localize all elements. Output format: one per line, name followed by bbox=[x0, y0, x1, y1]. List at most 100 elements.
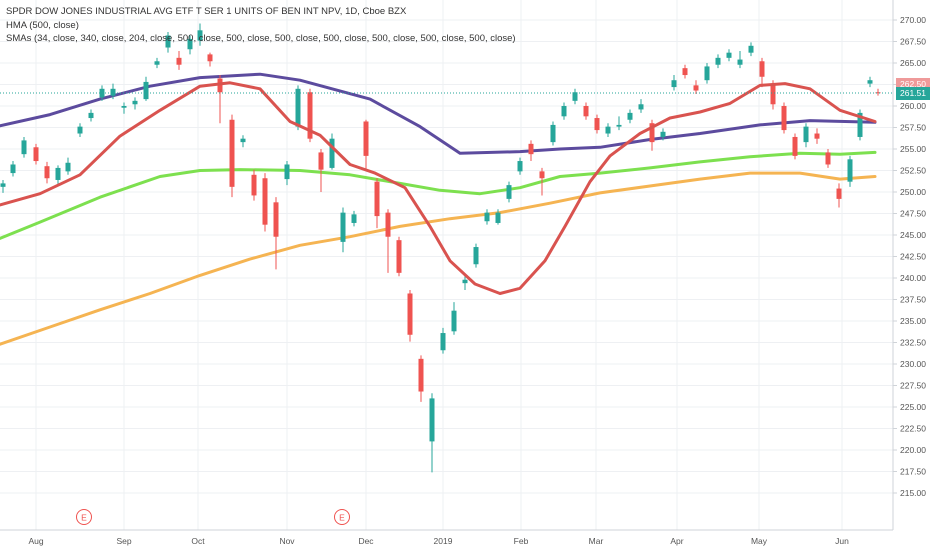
y-tick-label: 235.00 bbox=[900, 316, 926, 326]
y-tick-label: 257.50 bbox=[900, 123, 926, 133]
event-marker-label: E bbox=[339, 513, 345, 523]
candle-down bbox=[176, 57, 182, 65]
y-tick-label: 222.50 bbox=[900, 424, 926, 434]
hma-legend: HMA (500, close) bbox=[6, 19, 79, 31]
candle-down bbox=[770, 83, 776, 105]
candle-down bbox=[33, 147, 39, 162]
candle-up bbox=[440, 333, 446, 351]
y-tick-label: 227.50 bbox=[900, 381, 926, 391]
sma-legend: SMAs (34, close, 340, close, 204, close,… bbox=[6, 33, 516, 44]
x-tick-label: Dec bbox=[358, 536, 374, 546]
candle-down bbox=[649, 123, 655, 143]
x-tick-label: Aug bbox=[28, 536, 43, 546]
candle-up bbox=[572, 92, 578, 101]
candle-up bbox=[847, 159, 853, 182]
candle-up bbox=[143, 81, 149, 100]
x-tick-label: Sep bbox=[116, 536, 131, 546]
x-tick-label: Mar bbox=[589, 536, 604, 546]
candle-down bbox=[781, 106, 787, 131]
candle-up bbox=[154, 61, 160, 65]
candle-down bbox=[307, 92, 313, 139]
candle-up bbox=[857, 112, 863, 137]
candle-up bbox=[605, 126, 611, 134]
candle-down bbox=[207, 54, 213, 62]
candle-down bbox=[318, 152, 324, 170]
candle-up bbox=[429, 398, 435, 442]
event-marker-label: E bbox=[81, 513, 87, 523]
x-tick-label: Nov bbox=[279, 536, 295, 546]
y-tick-label: 232.50 bbox=[900, 338, 926, 348]
candle-up bbox=[627, 112, 633, 120]
candle-up bbox=[329, 138, 335, 168]
candle-up bbox=[10, 164, 16, 174]
candle-up bbox=[110, 88, 116, 96]
candle-down bbox=[792, 136, 798, 156]
candle-up bbox=[473, 247, 479, 265]
candle-up bbox=[295, 88, 301, 127]
candle-down bbox=[385, 212, 391, 237]
candle-down bbox=[262, 178, 268, 225]
y-tick-label: 247.50 bbox=[900, 209, 926, 219]
candle-up bbox=[451, 310, 457, 332]
event-marker bbox=[334, 509, 350, 525]
y-tick-label: 252.50 bbox=[900, 166, 926, 176]
y-tick-label: 260.00 bbox=[900, 101, 926, 111]
candle-down bbox=[418, 358, 424, 392]
hma-500-line bbox=[0, 72, 877, 155]
y-tick-label: 237.50 bbox=[900, 295, 926, 305]
candle-up bbox=[240, 138, 246, 143]
candle-up bbox=[726, 52, 732, 58]
candle-up bbox=[165, 35, 171, 48]
candle-down bbox=[374, 181, 380, 217]
candle-up bbox=[121, 106, 127, 108]
candle-up bbox=[284, 164, 290, 180]
candle-down bbox=[875, 92, 881, 94]
candle-up bbox=[561, 106, 567, 117]
y-tick-label: 270.00 bbox=[900, 15, 926, 25]
candle-down bbox=[682, 68, 688, 76]
candle-down bbox=[407, 293, 413, 335]
candle-up bbox=[867, 80, 873, 84]
candle-up bbox=[0, 183, 6, 187]
candle-down bbox=[251, 174, 257, 196]
candle-up bbox=[715, 57, 721, 65]
x-tick-label: Oct bbox=[191, 536, 205, 546]
y-tick-label: 240.00 bbox=[900, 273, 926, 283]
candle-up bbox=[660, 131, 666, 137]
candle-down bbox=[528, 143, 534, 155]
x-tick-label: Jun bbox=[835, 536, 849, 546]
chart-legend: SPDR DOW JONES INDUSTRIAL AVG ETF T SER … bbox=[6, 5, 516, 46]
candle-up bbox=[671, 80, 677, 88]
candle-down bbox=[229, 119, 235, 187]
candle-down bbox=[363, 121, 369, 156]
y-tick-label: 242.50 bbox=[900, 252, 926, 262]
candle-up bbox=[704, 66, 710, 81]
y-tick-label: 230.00 bbox=[900, 359, 926, 369]
candle-up bbox=[484, 212, 490, 222]
y-tick-label: 250.00 bbox=[900, 187, 926, 197]
candle-up bbox=[462, 279, 468, 284]
sma-340-line bbox=[0, 171, 877, 346]
candle-up bbox=[187, 38, 193, 50]
symbol-title: SPDR DOW JONES INDUSTRIAL AVG ETF T SER … bbox=[6, 6, 407, 17]
y-tick-label: 225.00 bbox=[900, 402, 926, 412]
candle-up bbox=[495, 212, 501, 223]
candle-up bbox=[88, 112, 94, 119]
candle-down bbox=[836, 188, 842, 199]
candle-up bbox=[21, 140, 27, 155]
y-tick-label: 217.50 bbox=[900, 467, 926, 477]
x-tick-label: Feb bbox=[514, 536, 529, 546]
candle-down bbox=[759, 61, 765, 77]
candle-down bbox=[273, 202, 279, 237]
candle-up bbox=[550, 124, 556, 143]
candle-up bbox=[748, 45, 754, 53]
event-marker bbox=[76, 509, 92, 525]
candle-up bbox=[340, 212, 346, 242]
candle-up bbox=[132, 100, 138, 105]
y-tick-label: 265.00 bbox=[900, 58, 926, 68]
candle-up bbox=[737, 59, 743, 65]
candle-up bbox=[197, 30, 203, 41]
y-tick-label: 267.50 bbox=[900, 37, 926, 47]
candle-down bbox=[583, 106, 589, 117]
